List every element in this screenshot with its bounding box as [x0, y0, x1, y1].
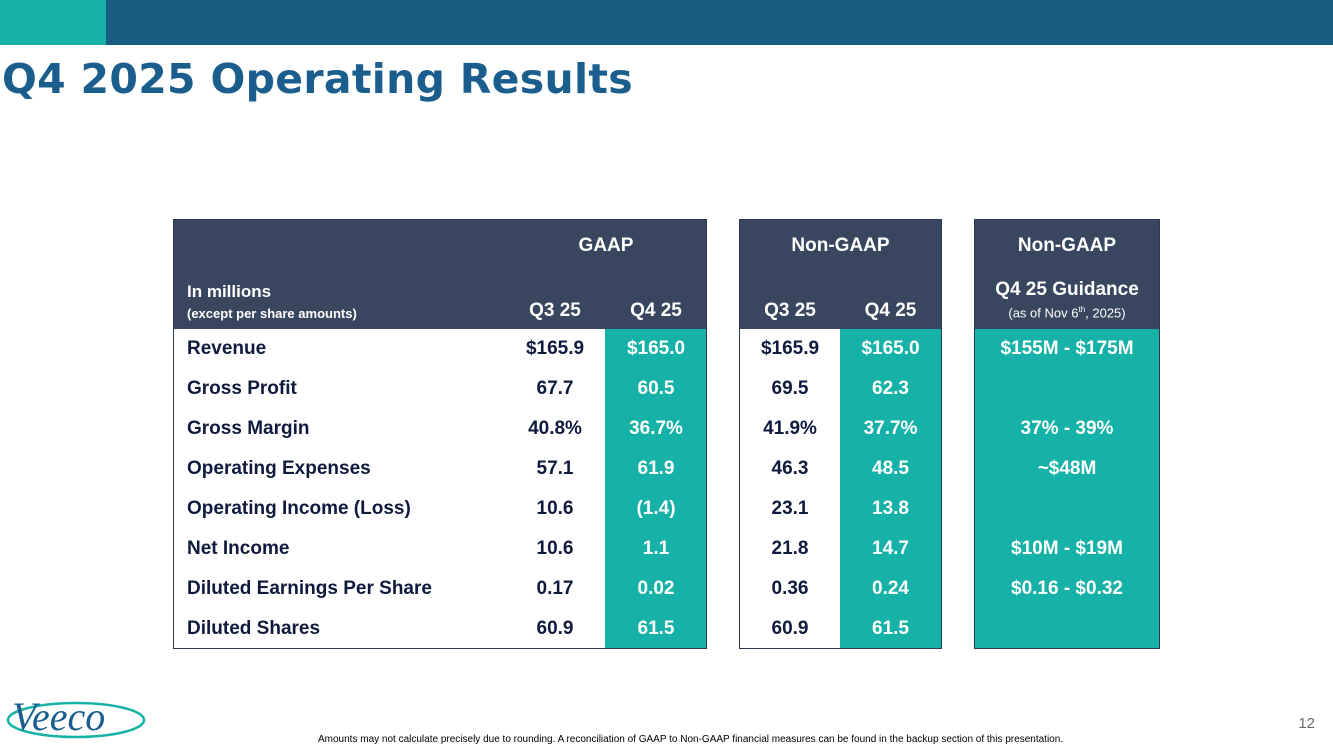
nongaap-q3-value: 23.1	[771, 498, 809, 519]
guidance-value: $0.16 - $0.32	[1011, 578, 1123, 599]
svg-text:Veeco: Veeco	[12, 694, 105, 739]
nongaap-panel: Non-GAAP Q3 25 Q4 25 $165.9 $165.0 69.5 62.…	[739, 219, 942, 649]
guidance-value: $155M - $175M	[1000, 338, 1134, 359]
nongaap-q3-value: 41.9%	[763, 418, 817, 439]
gaap-q4-value: 61.5	[637, 618, 675, 639]
nongaap-q3-value: 21.8	[771, 538, 809, 559]
guidance-value	[975, 369, 1159, 409]
nongaap-q4-value: 13.8	[872, 498, 909, 519]
footnote: Amounts may not calculate precisely due …	[318, 734, 1064, 745]
row-label: Operating Income (Loss)	[187, 498, 411, 519]
guidance-value	[975, 489, 1159, 529]
guidance-date-note: (as of Nov 6th, 2025)	[1008, 305, 1126, 321]
guidance-value: ~$48M	[1037, 458, 1097, 479]
row-label: Revenue	[187, 338, 267, 359]
guidance-value: 37% - 39%	[1020, 418, 1114, 439]
gaap-q3-value: 67.7	[536, 378, 574, 399]
guidance-title: Non-GAAP	[1017, 235, 1117, 256]
nongaap-title: Non-GAAP	[791, 235, 890, 256]
row-label: Operating Expenses	[187, 458, 371, 479]
gaap-q4-value: (1.4)	[636, 498, 676, 519]
guidance-highlight	[975, 329, 1159, 648]
gaap-q3-value: $165.9	[525, 338, 585, 359]
nongaap-q4-value: 0.24	[872, 578, 909, 599]
nongaap-q3-value: $165.9	[760, 338, 820, 359]
gaap-q3-value: 10.6	[536, 538, 574, 559]
units-label: In millions	[187, 282, 272, 301]
guidance-value	[975, 609, 1159, 648]
gaap-col-q4: Q4 25	[630, 300, 682, 321]
nongaap-q4-value: 48.5	[872, 458, 909, 479]
row-label: Diluted Earnings Per Share	[187, 578, 432, 599]
nongaap-q3-value: 60.9	[771, 618, 809, 639]
nongaap-q4-value: 14.7	[872, 538, 909, 559]
veeco-logo: Veeco	[6, 694, 146, 739]
gaap-q3-value: 60.9	[536, 618, 574, 639]
top-bar-accent	[0, 0, 106, 45]
nongaap-q3-value: 0.36	[771, 578, 809, 599]
gaap-q4-value: 36.7%	[629, 418, 683, 439]
nongaap-q4-highlight	[840, 329, 941, 648]
top-bar	[0, 0, 1333, 45]
guidance-value: $10M - $19M	[1011, 538, 1123, 559]
row-label: Gross Margin	[187, 418, 310, 439]
nongaap-q4-value: $165.0	[861, 338, 920, 359]
gaap-q4-value: 0.02	[637, 578, 675, 599]
nongaap-q4-value: 61.5	[872, 618, 909, 639]
gaap-q3-value: 57.1	[536, 458, 574, 479]
page-title: Q4 2025 Operating Results	[2, 55, 633, 103]
gaap-panel: GAAP In millions (except per share amoun…	[173, 219, 707, 649]
guidance-subtitle: Q4 25 Guidance	[995, 279, 1139, 300]
gaap-q4-value: $165.0	[626, 338, 686, 359]
gaap-q3-value: 10.6	[536, 498, 574, 519]
units-sublabel: (except per share amounts)	[187, 306, 357, 321]
nongaap-col-q4: Q4 25	[864, 300, 917, 321]
gaap-q4-value: 60.5	[637, 378, 675, 399]
guidance-panel: Non-GAAP Q4 25 Guidance (as of Nov 6th, …	[974, 219, 1160, 649]
guidance-header: Non-GAAP Q4 25 Guidance (as of Nov 6th, …	[975, 220, 1159, 329]
row-label: Diluted Shares	[187, 618, 321, 639]
gaap-q3-value: 0.17	[536, 578, 574, 599]
gaap-header: GAAP In millions (except per share amoun…	[174, 220, 706, 329]
nongaap-q4-value: 37.7%	[863, 418, 918, 439]
gaap-q4-highlight	[605, 329, 706, 648]
gaap-q4-value: 1.1	[642, 538, 670, 559]
nongaap-col-q3: Q3 25	[764, 300, 816, 321]
nongaap-header: Non-GAAP Q3 25 Q4 25	[740, 220, 941, 329]
gaap-col-q3: Q3 25	[529, 300, 581, 321]
nongaap-q3-value: 69.5	[771, 378, 809, 399]
page-number: 12	[1298, 715, 1315, 732]
gaap-q3-value: 40.8%	[528, 418, 582, 439]
nongaap-q4-value: 62.3	[872, 378, 909, 399]
gaap-q4-value: 61.9	[637, 458, 675, 479]
nongaap-q3-value: 46.3	[771, 458, 809, 479]
row-label: Gross Profit	[187, 378, 297, 399]
row-label: Net Income	[187, 538, 290, 559]
gaap-title: GAAP	[578, 235, 634, 256]
